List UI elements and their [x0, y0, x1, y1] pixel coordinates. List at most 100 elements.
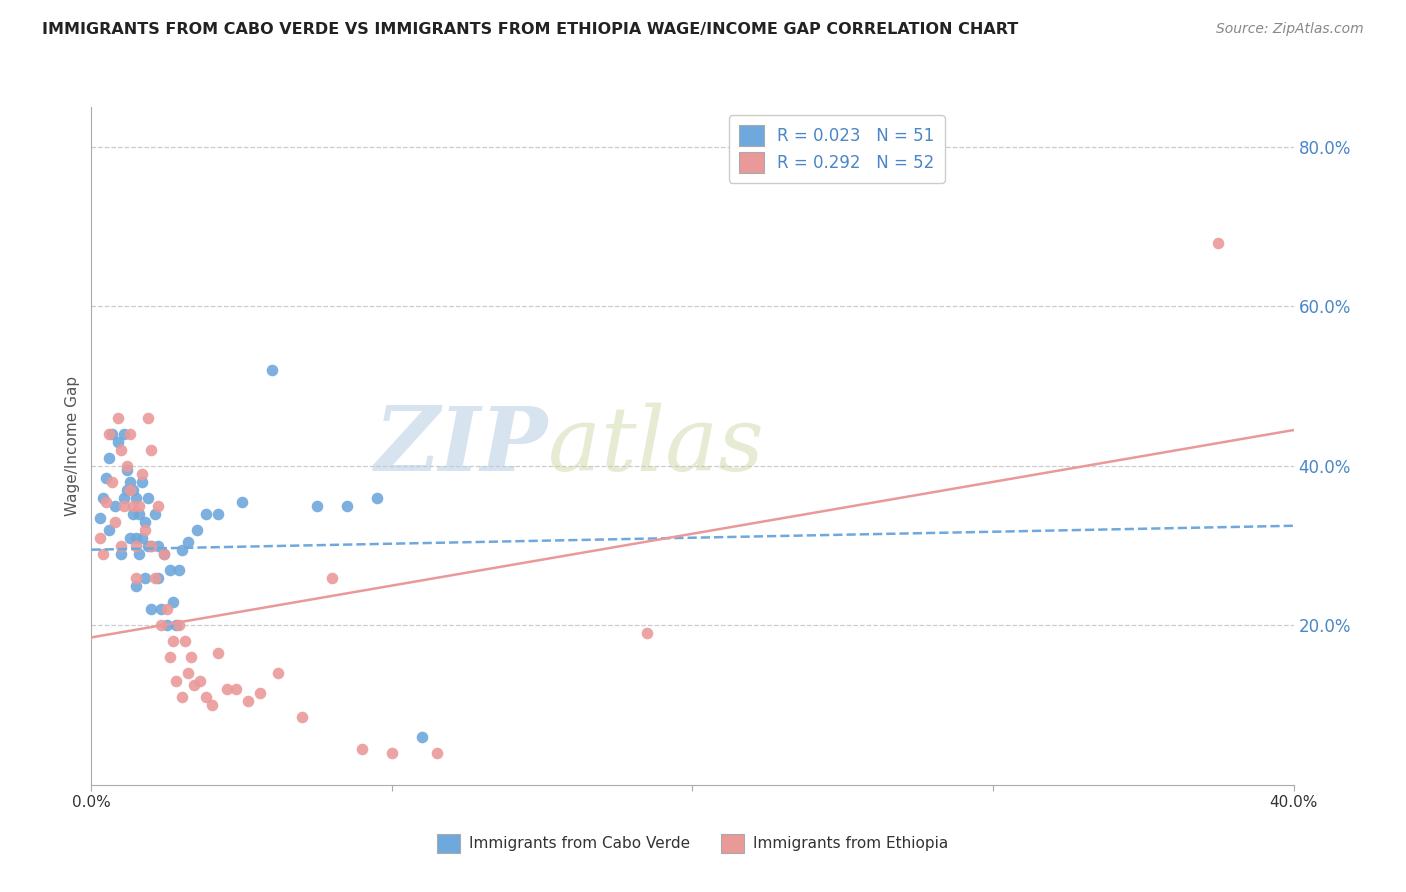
Point: [98, 427, 121, 442]
Point: [89, 531, 111, 545]
Point: [146, 499, 169, 513]
Y-axis label: Wage/Income Gap: Wage/Income Gap: [65, 376, 80, 516]
Point: [138, 539, 160, 553]
Point: [125, 531, 148, 545]
Point: [101, 427, 124, 442]
Point: [125, 491, 148, 505]
Point: [104, 515, 127, 529]
Point: [114, 499, 136, 513]
Legend: Immigrants from Cabo Verde, Immigrants from Ethiopia: Immigrants from Cabo Verde, Immigrants f…: [430, 828, 955, 859]
Text: Source: ZipAtlas.com: Source: ZipAtlas.com: [1216, 22, 1364, 37]
Point: [141, 539, 163, 553]
Point: [138, 411, 160, 425]
Point: [120, 475, 142, 489]
Point: [152, 547, 174, 561]
Point: [167, 618, 190, 632]
Point: [128, 507, 150, 521]
Point: [426, 746, 449, 760]
Point: [107, 435, 129, 450]
Point: [131, 531, 153, 545]
Point: [104, 499, 127, 513]
Point: [125, 578, 148, 592]
Point: [110, 539, 132, 553]
Point: [98, 450, 121, 465]
Point: [149, 602, 172, 616]
Point: [122, 499, 145, 513]
Point: [170, 542, 193, 557]
Point: [134, 523, 156, 537]
Point: [141, 602, 163, 616]
Point: [134, 571, 156, 585]
Point: [131, 467, 153, 481]
Point: [96, 495, 118, 509]
Point: [89, 510, 111, 524]
Point: [117, 463, 139, 477]
Point: [321, 571, 343, 585]
Point: [249, 686, 271, 700]
Point: [107, 411, 129, 425]
Point: [201, 698, 224, 713]
Point: [207, 507, 229, 521]
Point: [120, 531, 142, 545]
Point: [114, 427, 136, 442]
Point: [159, 650, 181, 665]
Point: [125, 539, 148, 553]
Point: [381, 746, 404, 760]
Point: [636, 626, 658, 640]
Point: [411, 730, 433, 744]
Point: [305, 499, 328, 513]
Point: [236, 694, 259, 708]
Point: [173, 634, 195, 648]
Point: [165, 674, 187, 689]
Point: [155, 602, 177, 616]
Point: [207, 646, 229, 660]
Point: [170, 690, 193, 705]
Point: [188, 674, 211, 689]
Point: [93, 491, 115, 505]
Point: [117, 458, 139, 473]
Point: [167, 563, 190, 577]
Point: [366, 491, 388, 505]
Text: IMMIGRANTS FROM CABO VERDE VS IMMIGRANTS FROM ETHIOPIA WAGE/INCOME GAP CORRELATI: IMMIGRANTS FROM CABO VERDE VS IMMIGRANTS…: [42, 22, 1018, 37]
Point: [165, 618, 187, 632]
Point: [141, 442, 163, 457]
Point: [291, 710, 314, 724]
Point: [186, 523, 208, 537]
Point: [138, 491, 160, 505]
Point: [267, 666, 290, 681]
Point: [225, 682, 247, 697]
Point: [120, 427, 142, 442]
Point: [176, 666, 198, 681]
Point: [155, 618, 177, 632]
Point: [350, 742, 373, 756]
Point: [122, 507, 145, 521]
Point: [120, 483, 142, 497]
Point: [143, 571, 166, 585]
Point: [149, 618, 172, 632]
Point: [180, 650, 202, 665]
Point: [110, 442, 132, 457]
Point: [114, 491, 136, 505]
Point: [146, 539, 169, 553]
Point: [231, 495, 253, 509]
Point: [128, 499, 150, 513]
Point: [183, 678, 205, 692]
Point: [125, 571, 148, 585]
Point: [215, 682, 238, 697]
Point: [134, 515, 156, 529]
Text: ZIP: ZIP: [375, 403, 548, 489]
Point: [152, 547, 174, 561]
Point: [336, 499, 359, 513]
Point: [96, 471, 118, 485]
Point: [1208, 235, 1230, 250]
Point: [93, 547, 115, 561]
Point: [128, 547, 150, 561]
Text: atlas: atlas: [548, 402, 763, 490]
Point: [176, 534, 198, 549]
Point: [98, 523, 121, 537]
Point: [131, 475, 153, 489]
Point: [143, 507, 166, 521]
Point: [194, 507, 217, 521]
Point: [162, 634, 184, 648]
Point: [146, 571, 169, 585]
